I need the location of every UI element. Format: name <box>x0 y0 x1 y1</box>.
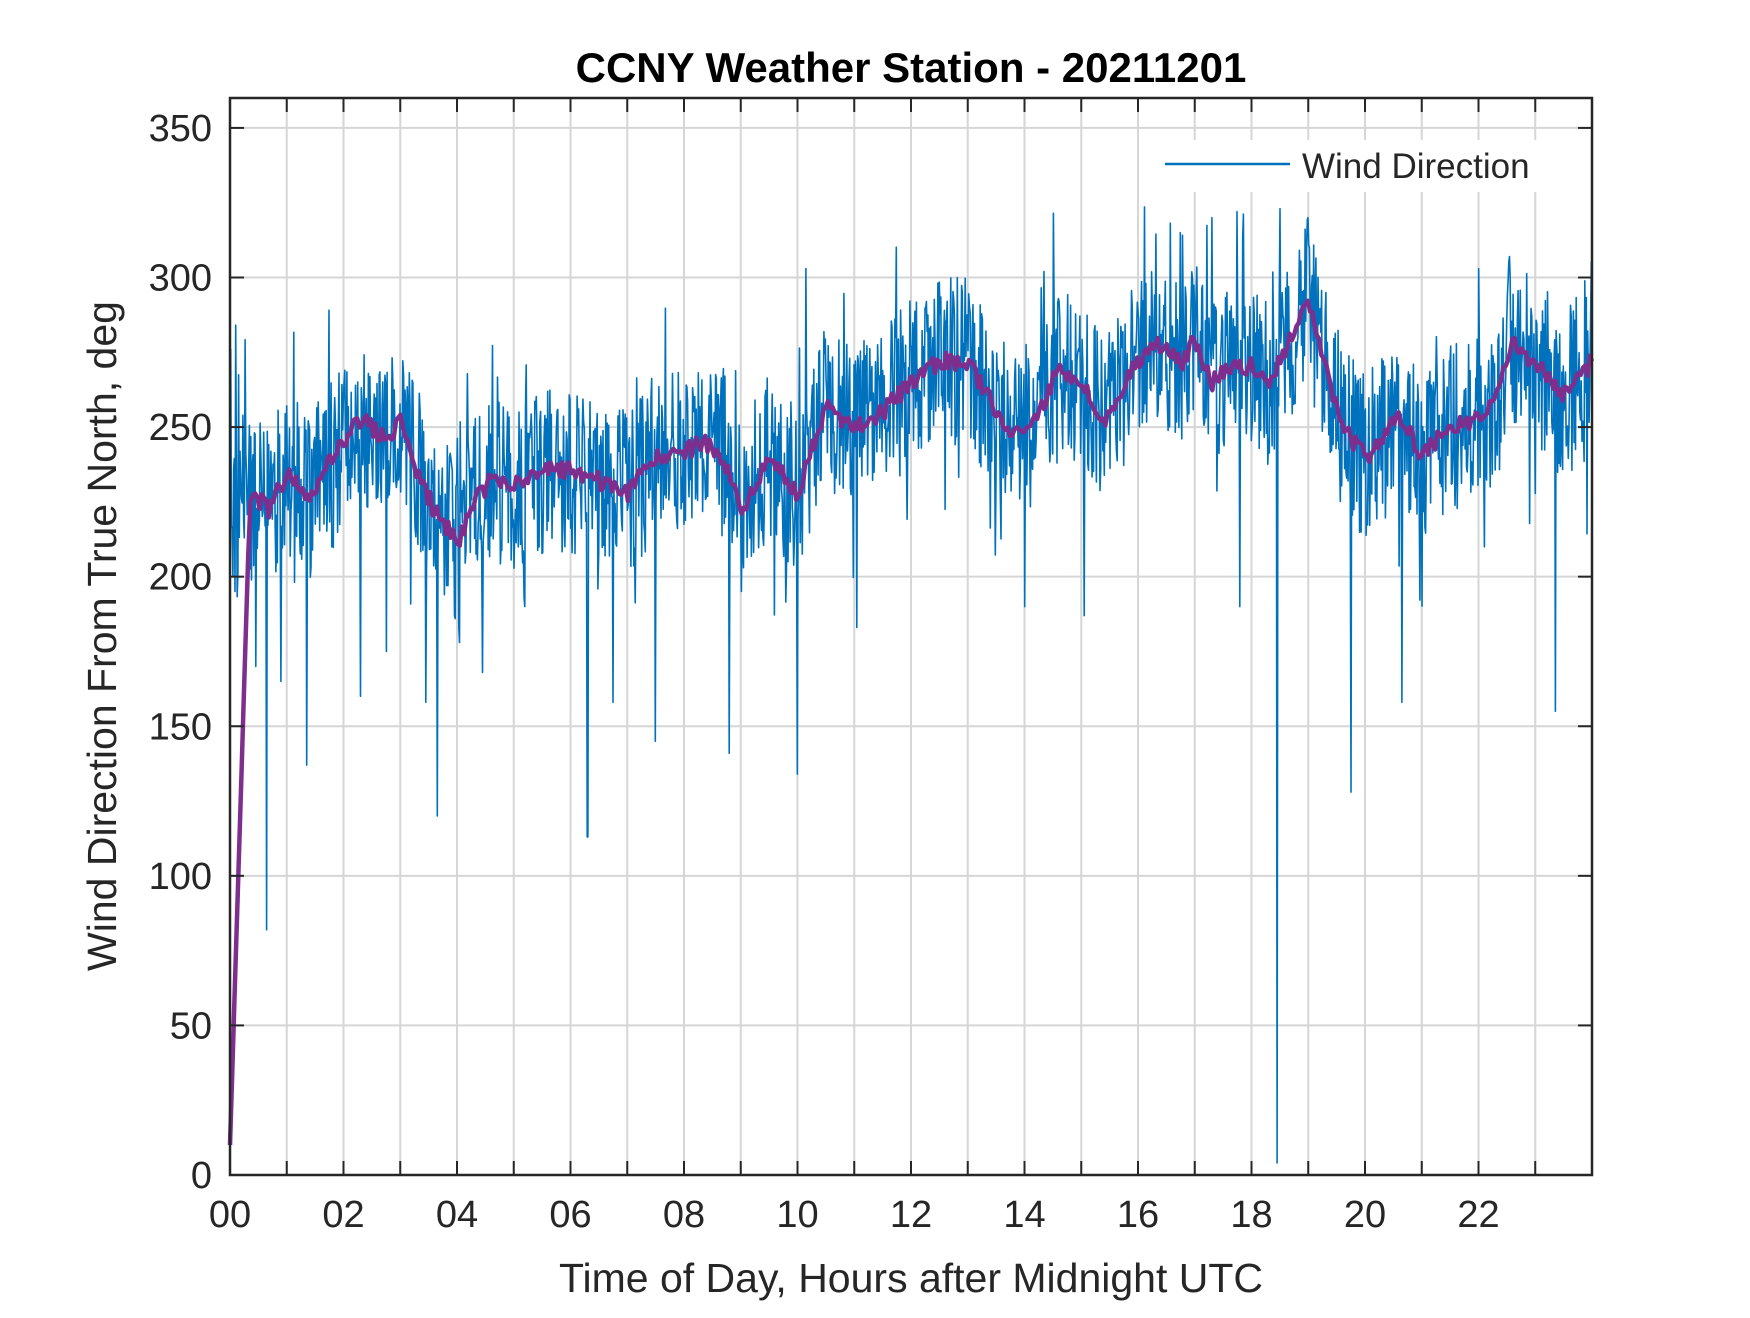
x-tick-label: 10 <box>776 1194 818 1236</box>
y-tick-label: 250 <box>149 407 212 449</box>
series-layer <box>227 206 1595 1164</box>
series-line-wind-direction-smoothed <box>227 298 1595 1146</box>
series-line-wind-direction <box>229 206 1593 1164</box>
y-tick-label: 200 <box>149 557 212 599</box>
x-tick-labels: 00 02 04 06 08 10 12 14 16 18 20 22 <box>209 1194 1500 1236</box>
x-tick-label: 22 <box>1457 1194 1499 1236</box>
x-tick-label: 14 <box>1003 1194 1045 1236</box>
x-tick-label: 06 <box>549 1194 591 1236</box>
grid-lines <box>230 98 1592 1175</box>
x-tick-label: 18 <box>1230 1194 1272 1236</box>
y-tick-label: 50 <box>170 1005 212 1047</box>
y-tick-label: 100 <box>149 856 212 898</box>
y-tick-label: 0 <box>191 1155 212 1197</box>
chart-title: CCNY Weather Station - 20211201 <box>576 44 1247 91</box>
x-axis-label: Time of Day, Hours after Midnight UTC <box>559 1255 1263 1301</box>
y-tick-label: 300 <box>149 258 212 300</box>
x-tick-label: 12 <box>890 1194 932 1236</box>
x-tick-label: 16 <box>1117 1194 1159 1236</box>
y-tick-label: 350 <box>149 108 212 150</box>
legend-box <box>1155 140 1565 192</box>
x-tick-label: 20 <box>1344 1194 1386 1236</box>
x-tick-label: 08 <box>663 1194 705 1236</box>
plot-area <box>227 96 1595 1177</box>
legend: Wind Direction <box>1155 140 1565 192</box>
x-tick-label: 00 <box>209 1194 251 1236</box>
y-axis-label: Wind Direction From True North, deg <box>79 301 125 971</box>
x-tick-label: 04 <box>436 1194 478 1236</box>
x-tick-label: 02 <box>322 1194 364 1236</box>
y-tick-labels: 0 50 100 150 200 250 300 350 <box>149 108 212 1197</box>
tick-marks <box>230 98 1592 1176</box>
y-tick-label: 150 <box>149 706 212 748</box>
legend-label-wind-direction: Wind Direction <box>1302 147 1530 186</box>
